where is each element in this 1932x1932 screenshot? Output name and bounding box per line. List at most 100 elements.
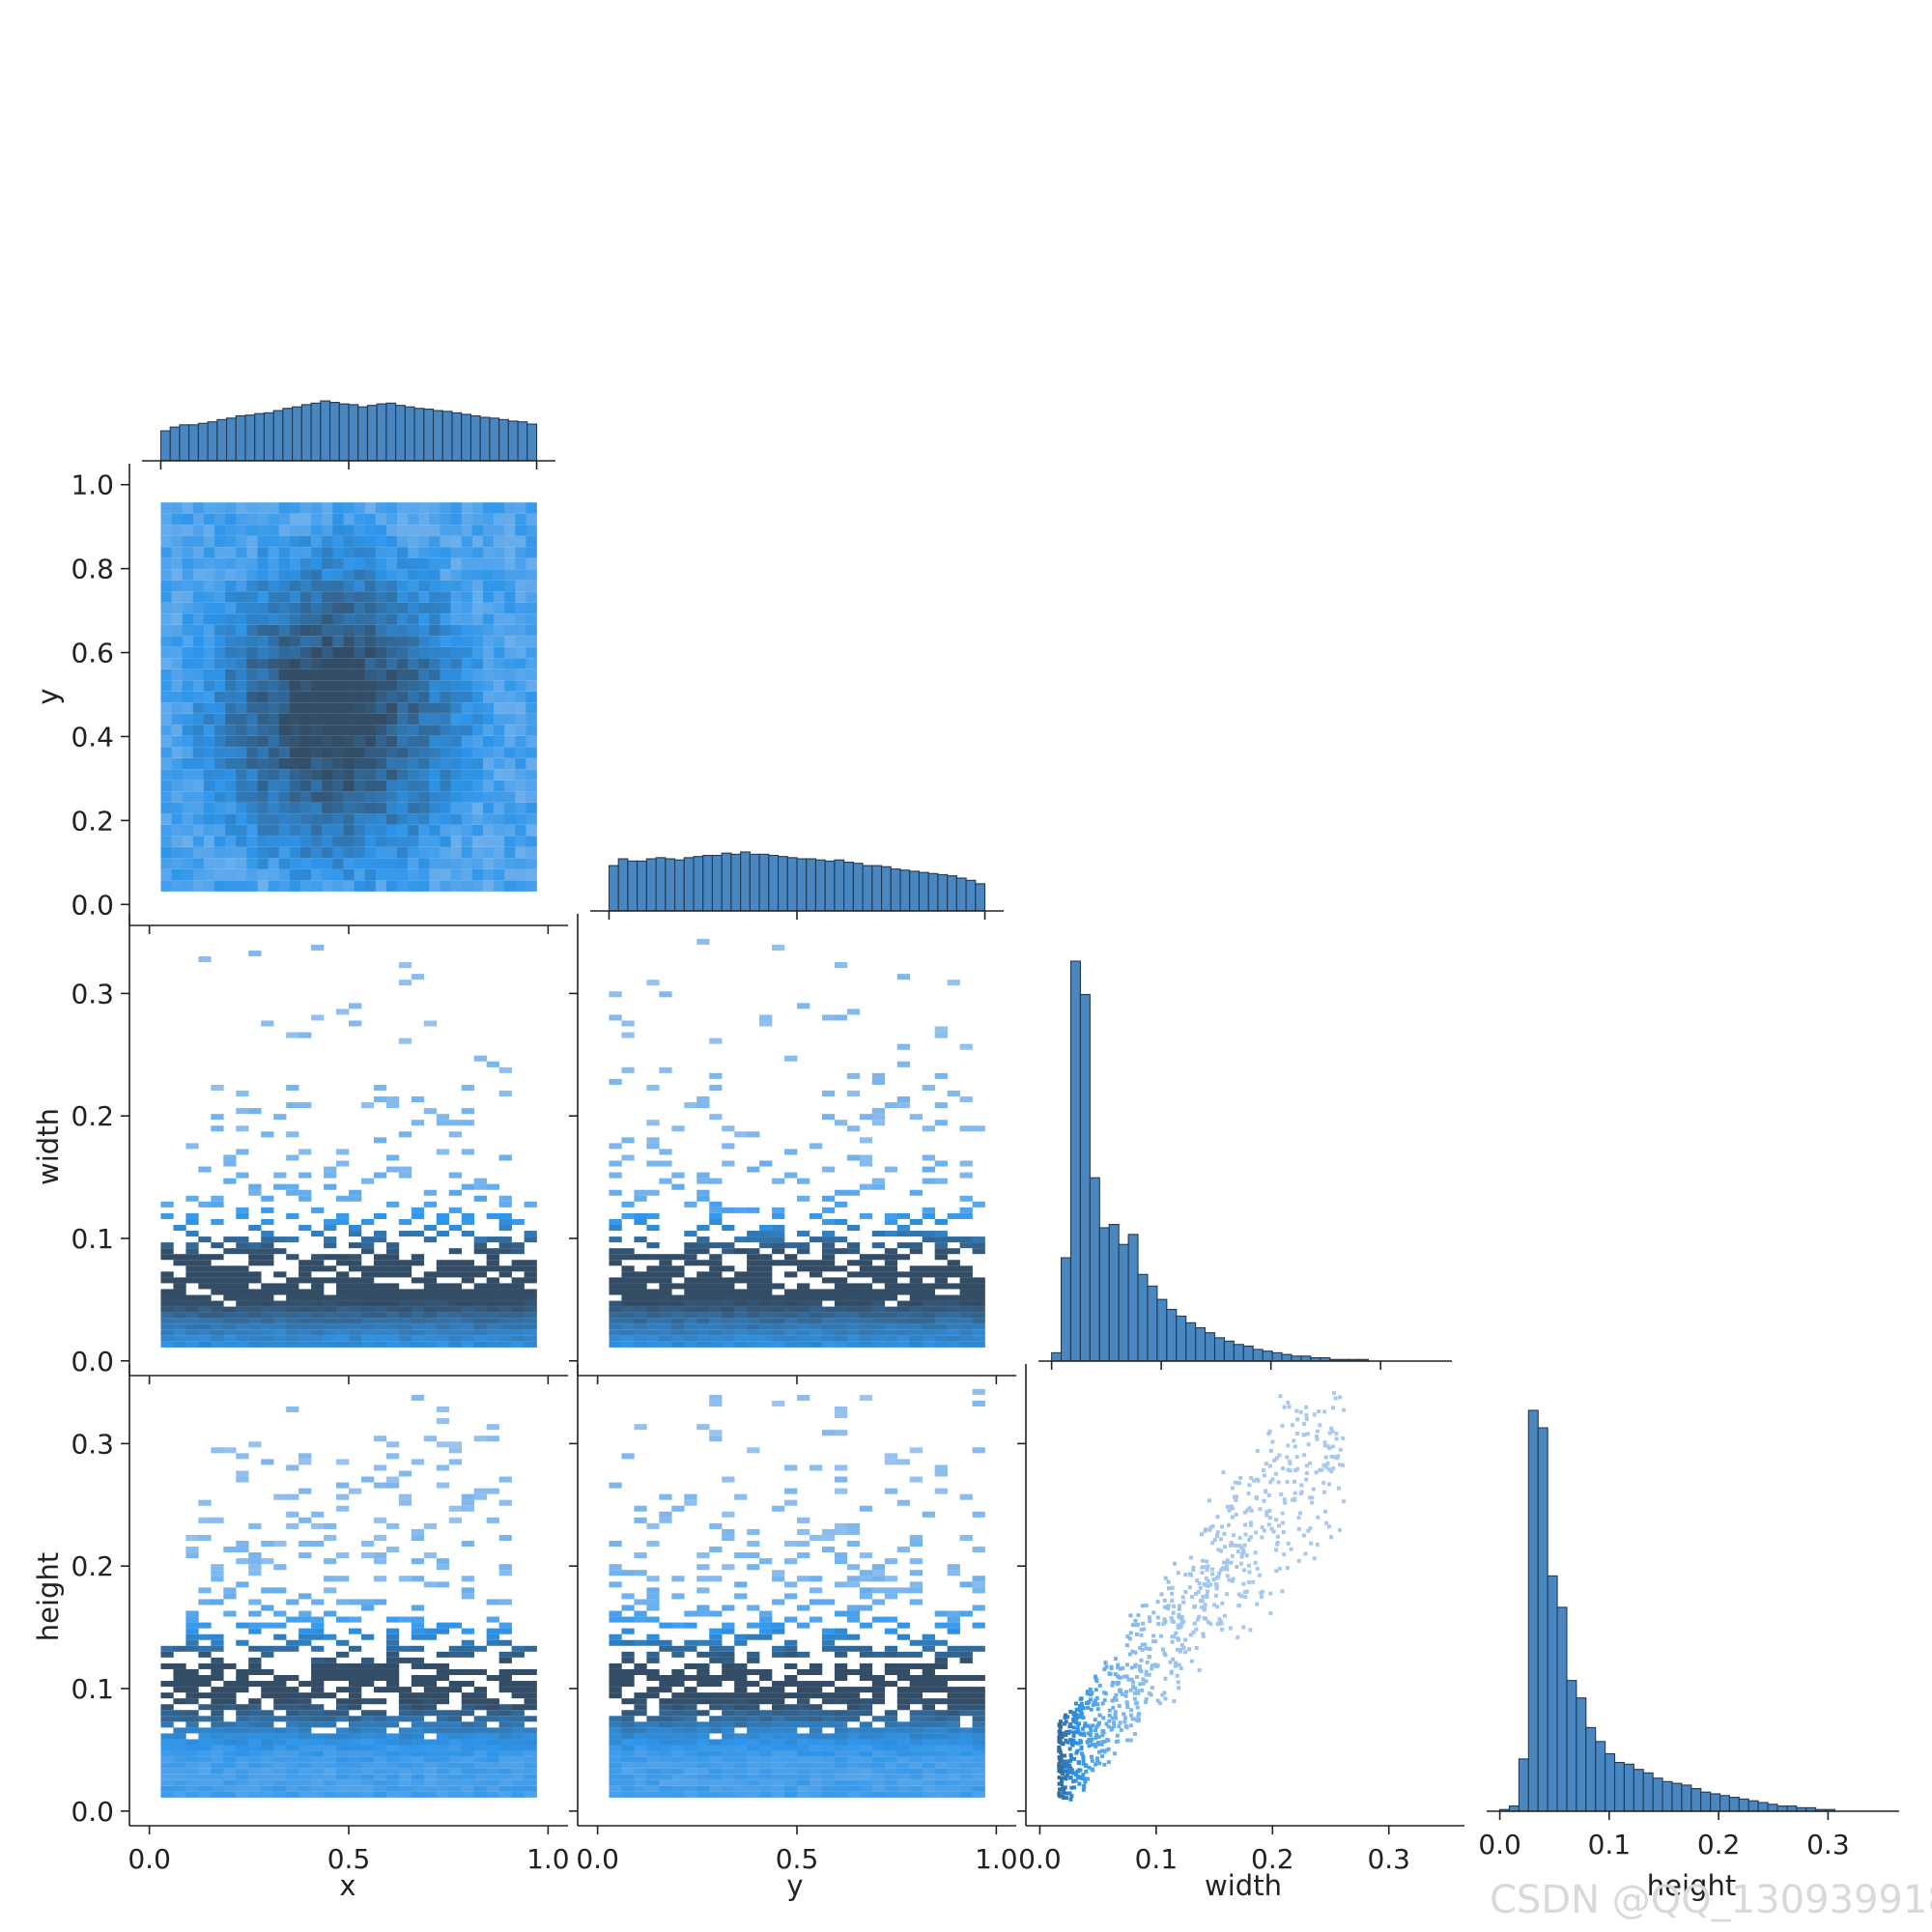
hist2d-cell	[311, 1745, 325, 1751]
hist2d-cell	[1111, 1680, 1116, 1685]
hist2d-cell	[461, 502, 473, 514]
hist2d-cell	[834, 1464, 848, 1471]
hist2d-cell	[504, 502, 516, 514]
hist2d-cell	[482, 813, 495, 825]
hist2d-cell	[722, 1710, 735, 1717]
hist2d-cell	[1067, 1763, 1072, 1768]
hist2d-cell	[473, 1668, 487, 1675]
hist-bar-height-27	[1757, 1802, 1769, 1812]
hist2d-cell	[398, 1645, 412, 1652]
hist2d-cell	[286, 1616, 299, 1623]
hist2d-cell	[461, 1084, 474, 1091]
hist2d-cell	[261, 1312, 274, 1319]
hist2d-cell	[299, 780, 312, 792]
hist2d-cell	[821, 1628, 836, 1634]
hist2d-cell	[299, 535, 312, 548]
hist2d-cell	[526, 646, 537, 659]
hist2d-cell	[772, 1739, 785, 1746]
hist2d-cell	[1073, 1701, 1078, 1706]
hist2d-cell	[198, 1756, 212, 1763]
hist2d-cell	[859, 1283, 873, 1290]
hist2d-cell	[436, 1762, 450, 1769]
hist2d-cell	[268, 846, 280, 859]
hist-bar-height-19	[1681, 1784, 1692, 1812]
hist2d-cell	[871, 1564, 886, 1571]
hist2d-cell	[246, 569, 258, 581]
hist2d-cell	[332, 769, 344, 781]
hist2d-cell	[246, 580, 258, 592]
hist2d-cell	[436, 1231, 450, 1237]
hist2d-cell	[1336, 1454, 1341, 1459]
hist2d-cell	[1208, 1582, 1213, 1587]
hist2d-cell	[1131, 1680, 1136, 1685]
hist2d-cell	[398, 1323, 412, 1330]
hist2d-cell	[286, 1493, 299, 1500]
hist2d-cell	[621, 1277, 635, 1284]
hist-bar-height-24	[1728, 1797, 1740, 1812]
hist2d-cell	[634, 1791, 647, 1798]
hist2d-cell	[671, 1739, 685, 1746]
hist2d-cell	[343, 668, 355, 681]
hist2d-cell	[332, 713, 344, 725]
hist2d-cell	[1107, 1713, 1112, 1718]
hist2d-cell	[171, 513, 183, 526]
hist2d-cell	[722, 1318, 735, 1324]
hist2d-cell	[821, 1745, 836, 1751]
hist-bar-height-20	[1690, 1787, 1702, 1812]
hist2d-cell	[747, 1681, 760, 1688]
hist2d-cell	[1104, 1664, 1109, 1669]
hist-bar-y-27	[862, 865, 873, 912]
hist2d-cell	[1154, 1664, 1159, 1669]
hist2d-cell	[450, 769, 463, 781]
hist2d-cell	[171, 846, 183, 859]
hist2d-cell	[772, 1260, 785, 1266]
hist2d-cell	[408, 535, 419, 548]
hist2d-cell	[722, 1739, 735, 1746]
hist2d-cell	[198, 1306, 212, 1313]
hist2d-cell	[498, 1779, 512, 1786]
hist2d-cell	[486, 1183, 499, 1190]
hist2d-cell	[173, 1260, 186, 1266]
hist2d-cell	[375, 747, 387, 758]
hist2d-cell	[185, 1329, 199, 1336]
hist2d-cell	[1144, 1672, 1149, 1677]
hist2d-cell	[418, 713, 430, 725]
hist2d-cell	[429, 713, 440, 725]
hist2d-cell	[440, 880, 451, 892]
hist2d-cell	[1210, 1524, 1215, 1529]
hist2d-cell	[360, 1668, 375, 1675]
hist2d-cell	[821, 1716, 836, 1722]
hist2d-cell	[298, 1341, 312, 1348]
hist2d-cell	[423, 1662, 438, 1669]
hist2d-cell	[498, 1710, 512, 1717]
hist2d-cell	[1220, 1627, 1225, 1632]
hist2d-cell	[360, 1756, 375, 1763]
hist2d-cell	[646, 1687, 660, 1693]
hist2d-cell	[772, 1750, 785, 1757]
hist2d-cell	[1208, 1525, 1213, 1530]
hist2d-cell	[784, 1791, 798, 1798]
hist2d-cell	[609, 1762, 622, 1769]
hist2d-cell	[511, 1283, 525, 1290]
hist2d-cell	[709, 1323, 723, 1330]
hist2d-cell	[972, 1622, 985, 1629]
hist2d-cell	[494, 846, 505, 859]
hist2d-cell	[722, 1750, 735, 1757]
hist-bar-x-3	[188, 424, 199, 462]
hist2d-cell	[747, 1745, 760, 1751]
hist2d-cell	[1241, 1625, 1246, 1630]
hist2d-cell	[609, 1768, 622, 1775]
hist2d-cell	[621, 1762, 635, 1769]
hist2d-cell	[482, 513, 495, 526]
hist2d-cell	[659, 1149, 672, 1155]
hist-bar-y-8	[683, 857, 695, 912]
hist2d-cell	[1179, 1665, 1183, 1670]
hist2d-cell	[734, 1681, 748, 1688]
hist2d-cell	[225, 591, 237, 603]
hist2d-cell	[286, 1236, 299, 1243]
hist2d-panel-y-height: 0.0 0.5 1.0	[569, 1364, 1018, 1875]
hist2d-cell	[821, 1265, 836, 1272]
hist2d-cell	[859, 1687, 873, 1693]
hist2d-cell	[646, 1733, 660, 1740]
hist2d-cell	[450, 780, 463, 792]
